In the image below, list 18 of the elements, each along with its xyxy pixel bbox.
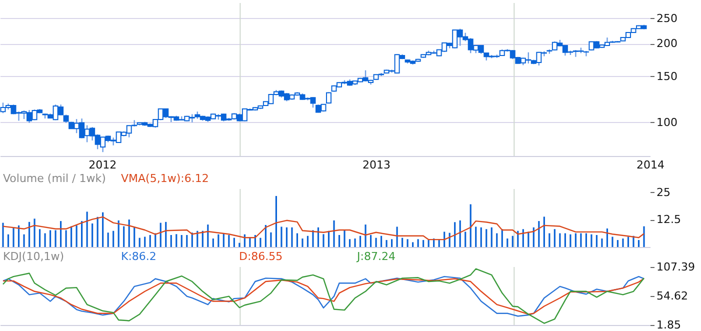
- series-label: J:87.24: [356, 250, 396, 263]
- y-tick-label: 1.85: [656, 318, 681, 331]
- y-tick-label: 250: [656, 12, 678, 25]
- x-tick-label: 2014: [636, 158, 664, 172]
- y-tick-label: 107.39: [656, 260, 695, 274]
- y-tick-label: 200: [656, 37, 678, 50]
- chart-title: KDJ(10,1w): [3, 250, 64, 263]
- y-tick-label: 25: [656, 186, 670, 199]
- y-tick-label: 150: [656, 70, 678, 83]
- chart-title: Volume (mil / 1wk): [3, 172, 106, 185]
- series-label: K:86.2: [121, 250, 156, 263]
- x-tick-label: 2012: [88, 158, 117, 172]
- x-tick-label: 2013: [362, 158, 391, 172]
- y-tick-label: 54.62: [656, 290, 688, 302]
- y-tick-label: 100: [656, 116, 678, 129]
- series-label: D:86.55: [239, 250, 283, 263]
- text: VMA(5,1w):6.12: [121, 172, 209, 185]
- y-tick-label: 12.5: [656, 213, 681, 226]
